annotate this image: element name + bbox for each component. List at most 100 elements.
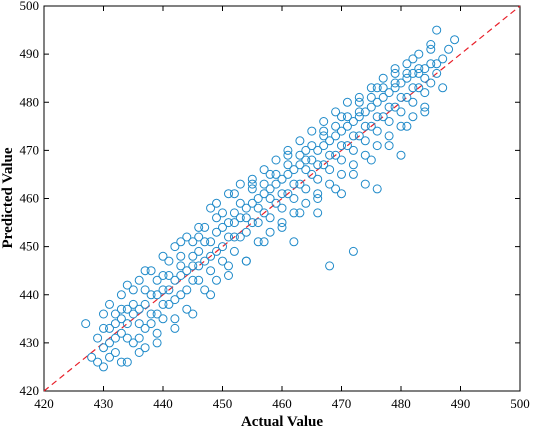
data-point xyxy=(366,155,376,165)
data-point xyxy=(235,213,245,223)
data-point xyxy=(128,338,138,348)
data-point xyxy=(158,271,168,280)
data-point xyxy=(348,117,358,126)
data-point xyxy=(253,194,263,203)
data-point xyxy=(146,309,156,319)
data-point xyxy=(182,232,192,242)
data-point xyxy=(366,92,376,102)
data-point xyxy=(218,208,227,218)
data-point xyxy=(396,150,406,160)
data-point xyxy=(134,319,144,329)
data-point xyxy=(93,333,103,343)
y-tick-label: 430 xyxy=(20,335,40,350)
data-point xyxy=(128,309,138,319)
data-point xyxy=(176,271,186,280)
data-point xyxy=(235,232,245,242)
data-point xyxy=(354,131,364,141)
data-point xyxy=(360,179,370,189)
data-point xyxy=(218,242,227,252)
data-point xyxy=(134,348,144,357)
data-point xyxy=(200,256,210,266)
data-point xyxy=(289,208,299,218)
data-point xyxy=(402,121,412,131)
data-point xyxy=(390,78,400,88)
reference-line xyxy=(43,5,521,392)
x-tick-label: 420 xyxy=(34,396,54,411)
data-point xyxy=(384,117,394,126)
data-point xyxy=(402,73,412,83)
data-point xyxy=(176,251,186,261)
data-point xyxy=(122,333,132,343)
data-point xyxy=(200,285,210,295)
data-point xyxy=(432,25,442,35)
data-point xyxy=(99,343,108,353)
data-point xyxy=(158,285,168,295)
data-point xyxy=(182,304,192,314)
data-point xyxy=(408,54,418,64)
data-point xyxy=(229,208,239,218)
data-point xyxy=(241,213,251,223)
data-point xyxy=(295,179,305,189)
data-point xyxy=(164,256,174,266)
y-tick-label: 500 xyxy=(20,0,40,13)
data-point xyxy=(337,155,346,165)
data-point xyxy=(212,275,221,285)
data-point xyxy=(152,338,162,348)
data-point xyxy=(319,141,329,151)
data-point xyxy=(265,227,275,237)
data-point xyxy=(402,92,412,102)
x-tick-label: 480 xyxy=(391,396,411,411)
data-point xyxy=(271,155,281,165)
y-tick-label: 490 xyxy=(20,46,40,61)
data-point xyxy=(152,328,162,338)
data-point xyxy=(116,357,126,367)
data-point xyxy=(354,112,364,122)
data-point xyxy=(396,78,406,88)
data-point xyxy=(224,271,233,280)
data-point xyxy=(134,304,144,314)
data-point xyxy=(188,237,198,247)
data-point xyxy=(319,126,329,136)
data-point xyxy=(325,261,335,271)
data-point xyxy=(194,246,204,256)
data-point xyxy=(378,92,388,102)
data-point xyxy=(99,309,108,319)
data-point xyxy=(146,319,156,329)
data-point xyxy=(170,242,180,252)
data-point xyxy=(313,174,323,184)
data-point xyxy=(229,246,239,256)
x-tick-label: 470 xyxy=(332,396,352,411)
data-point xyxy=(277,203,287,213)
data-point xyxy=(176,237,186,247)
data-point xyxy=(134,275,144,285)
data-point xyxy=(224,218,233,228)
y-tick-label: 420 xyxy=(20,383,40,398)
data-point xyxy=(331,184,341,194)
data-point xyxy=(271,169,281,179)
data-point xyxy=(265,194,275,203)
data-point xyxy=(140,343,150,353)
data-point xyxy=(301,184,311,194)
x-tick-label: 460 xyxy=(272,396,292,411)
data-point xyxy=(289,194,299,203)
data-point xyxy=(146,290,156,300)
data-point xyxy=(206,251,216,261)
data-point xyxy=(384,141,394,151)
data-point xyxy=(105,323,114,333)
data-point xyxy=(289,237,299,247)
data-point xyxy=(283,169,293,179)
data-point xyxy=(200,222,210,232)
data-point xyxy=(206,290,216,300)
data-point xyxy=(366,83,376,93)
data-point xyxy=(194,275,204,285)
data-point xyxy=(259,189,269,199)
data-point xyxy=(325,165,335,175)
data-point xyxy=(122,319,132,329)
data-point xyxy=(325,150,335,160)
data-point xyxy=(307,155,317,165)
data-point xyxy=(105,299,114,309)
data-point xyxy=(140,285,150,295)
data-point xyxy=(224,232,233,242)
data-point xyxy=(194,261,204,271)
data-point xyxy=(420,107,430,117)
